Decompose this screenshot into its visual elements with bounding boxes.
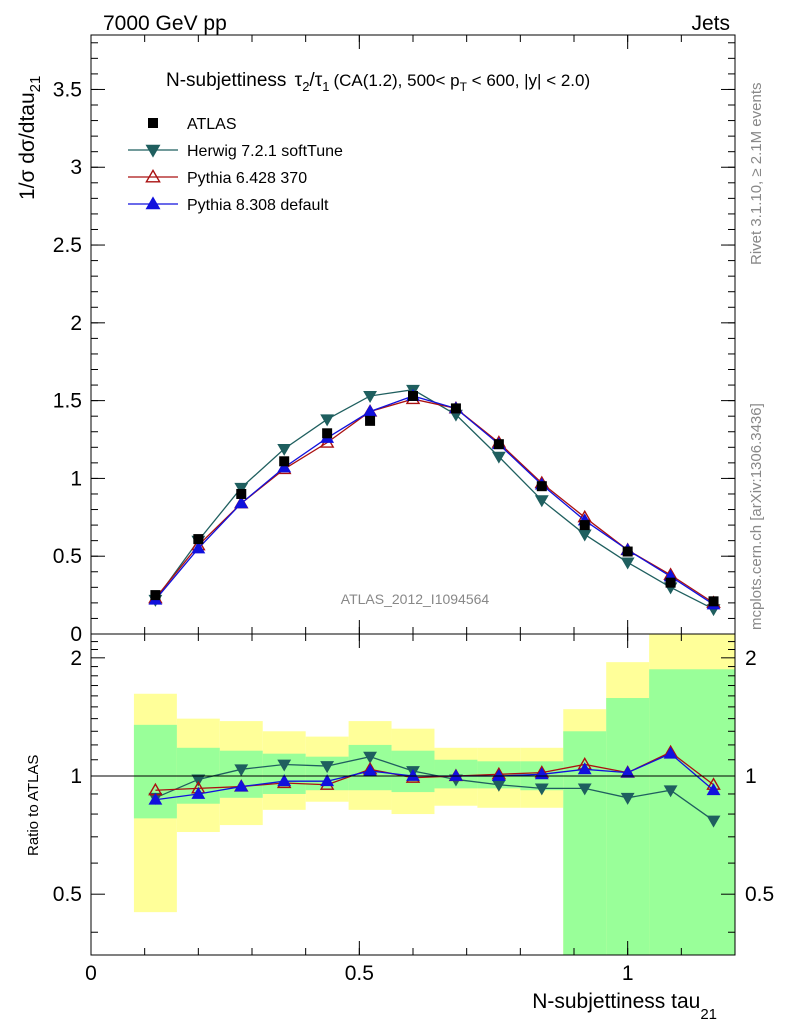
data-point-pythia8 xyxy=(277,460,292,473)
axis-tick-labels: 0 0.5 1 0 0.5 1 1.5 2 2.5 3 3.5 0.5 0.5 1 1 2 2 xyxy=(53,78,774,985)
series-line-herwig xyxy=(154,389,714,610)
band-green-bin xyxy=(606,698,650,955)
ratio-tick-label-left: 1 xyxy=(70,765,82,788)
data-point-atlas xyxy=(279,456,290,467)
y-tick-label: 2.5 xyxy=(53,234,82,257)
legend-marker-herwig xyxy=(145,144,161,158)
y-tick-label: 0 xyxy=(70,623,82,646)
y-tick-label: 1.5 xyxy=(53,390,82,413)
data-point-atlas xyxy=(408,390,418,401)
y-tick-label: 1 xyxy=(70,467,82,490)
ratio-y-axis-label: Ratio to ATLAS xyxy=(25,755,42,856)
x-tick-label: 0.5 xyxy=(345,962,374,985)
data-point-herwig xyxy=(534,495,549,508)
legend-label-atlas: ATLAS xyxy=(187,116,237,133)
main-series-lines xyxy=(148,384,721,617)
data-point-pythia8 xyxy=(234,496,249,509)
data-point-herwig xyxy=(363,391,377,404)
ratio-tick-label-right: 1 xyxy=(745,765,757,788)
rivet-version-label: Rivet 3.1.10, ≥ 2.1M events xyxy=(748,83,765,266)
legend-marker-pythia8 xyxy=(145,196,161,210)
ratio-point-herwig xyxy=(277,759,292,772)
ratio-point-pythia8 xyxy=(449,768,463,781)
data-point-atlas xyxy=(236,488,247,499)
data-point-atlas xyxy=(493,439,504,450)
data-point-atlas xyxy=(450,403,461,414)
x-tick-label: 0 xyxy=(85,962,97,985)
legend-label-herwig: Herwig 7.2.1 softTune xyxy=(187,143,343,160)
data-point-herwig xyxy=(577,529,592,542)
band-green-bin xyxy=(649,669,735,955)
ratio-point-herwig xyxy=(620,792,635,805)
ratio-line-herwig xyxy=(155,756,714,822)
ratio-point-pythia8 xyxy=(320,774,335,787)
ratio-point-pythia8 xyxy=(277,774,292,787)
ratio-point-pythia8 xyxy=(363,763,377,776)
ratio-point-pythia8 xyxy=(148,792,163,805)
y-tick-label: 3.5 xyxy=(53,78,82,101)
data-point-atlas xyxy=(322,428,333,439)
legend-marker-atlas xyxy=(148,118,158,128)
ratio-point-pythia8 xyxy=(620,765,635,778)
ratio-series-lines xyxy=(148,744,721,828)
ratio-point-pythia8 xyxy=(191,786,206,799)
x-tick-label: 1 xyxy=(622,962,634,985)
data-point-herwig xyxy=(320,414,335,427)
mcplots-label: mcplots.cern.ch [arXiv:1306.3436] xyxy=(748,403,765,630)
y-tick-label: 0.5 xyxy=(53,545,82,568)
data-point-atlas xyxy=(193,534,204,545)
ratio-tick-label-right: 2 xyxy=(745,647,757,670)
series-line-pythia8 xyxy=(154,395,714,605)
ratio-point-herwig xyxy=(534,783,549,796)
ratio-tick-label-left: 2 xyxy=(70,647,82,670)
ratio-point-pythia8 xyxy=(406,768,420,781)
data-point-atlas xyxy=(150,590,161,601)
analysis-watermark: ATLAS_2012_I1094564 xyxy=(341,591,490,607)
y-axis-label: 1/σ dσ/dtau21 xyxy=(16,76,44,200)
data-point-herwig xyxy=(491,451,506,464)
ratio-point-pythia8 xyxy=(706,783,721,796)
data-point-herwig xyxy=(234,482,249,495)
data-point-atlas xyxy=(665,577,676,588)
x-axis-label: N-subjettiness tau21 xyxy=(532,990,717,1023)
legend-marker-pythia6 xyxy=(145,169,161,183)
legend: ATLAS Herwig 7.2.1 softTune Pythia 6.428 3… xyxy=(128,116,343,214)
ratio-point-pythia8 xyxy=(577,762,592,775)
legend-label-pythia6: Pythia 6.428 370 xyxy=(187,170,307,187)
y-tick-label: 3 xyxy=(70,156,82,179)
ratio-point-herwig xyxy=(577,783,592,796)
axis-ticks xyxy=(90,35,736,955)
ratio-point-herwig xyxy=(706,815,721,828)
plot-title: N-subjettiness τ2/τ1 (CA(1.2), 500< pT < … xyxy=(166,70,590,94)
collision-label: 7000 GeV pp xyxy=(103,12,227,35)
ratio-tick-label-left: 0.5 xyxy=(53,883,82,906)
data-point-atlas xyxy=(622,546,633,557)
data-point-atlas xyxy=(365,415,376,426)
y-tick-label: 2 xyxy=(70,312,82,335)
data-point-pythia8 xyxy=(191,541,206,554)
process-label: Jets xyxy=(691,12,730,35)
data-point-atlas xyxy=(708,596,719,607)
ratio-tick-label-right: 0.5 xyxy=(745,883,774,906)
ratio-point-pythia8 xyxy=(663,746,678,759)
ratio-point-herwig xyxy=(191,774,206,787)
data-point-atlas xyxy=(536,481,547,492)
legend-label-pythia8: Pythia 8.308 default xyxy=(187,197,329,214)
ratio-point-herwig xyxy=(320,761,335,774)
ratio-point-herwig xyxy=(363,751,377,764)
data-point-herwig xyxy=(277,443,292,456)
data-point-atlas xyxy=(579,520,590,531)
data-point-herwig xyxy=(620,557,635,570)
ratio-point-pythia8 xyxy=(234,779,249,792)
ratio-point-herwig xyxy=(663,785,678,798)
ratio-point-pythia8 xyxy=(491,768,506,781)
ratio-point-herwig xyxy=(234,764,249,777)
